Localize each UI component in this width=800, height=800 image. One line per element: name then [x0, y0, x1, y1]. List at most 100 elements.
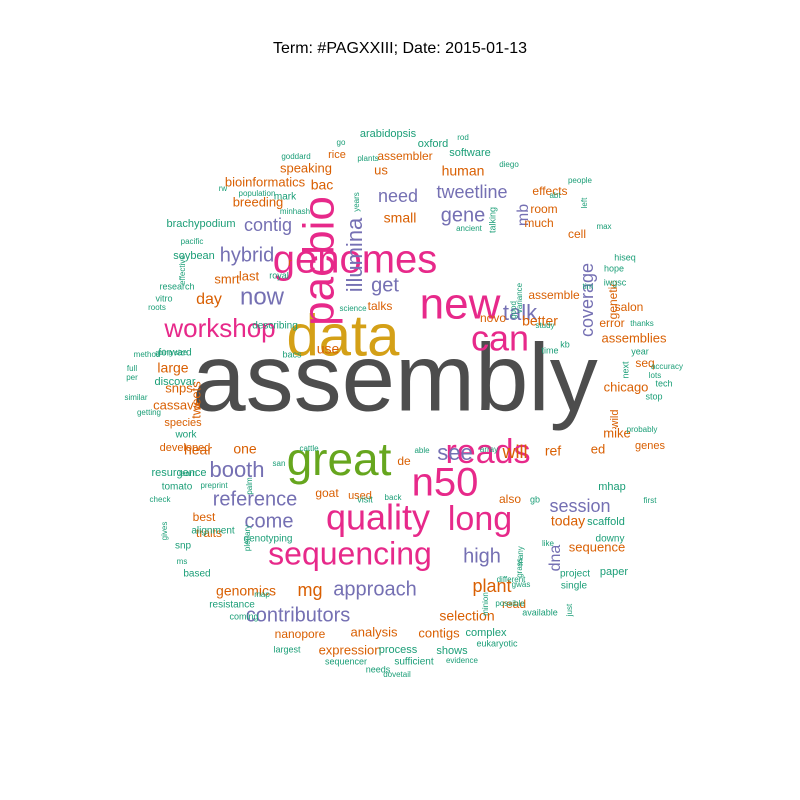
cloud-word: downy [596, 534, 625, 545]
cloud-word: largest [273, 644, 301, 654]
cloud-word: full [127, 364, 137, 373]
cloud-word: software [449, 147, 491, 159]
cloud-word: goddard [281, 152, 310, 161]
cloud-word: r [288, 257, 292, 269]
cloud-word: data [287, 303, 401, 368]
cloud-word: tim [583, 282, 594, 291]
cloud-word: sequence [569, 539, 625, 554]
cloud-word: hear [184, 442, 212, 458]
cloud-word: possible [495, 599, 525, 608]
cloud-word: effects [532, 184, 567, 198]
cloud-word: science [339, 304, 367, 313]
cloud-word: genomics [216, 583, 276, 599]
cloud-word: last [239, 268, 260, 283]
cloud-word: room [530, 202, 557, 216]
cloud-word: scaffold [587, 516, 625, 528]
cloud-word: arabidopsis [360, 128, 417, 140]
cloud-word: species [164, 417, 202, 429]
cloud-word: contig [244, 215, 292, 235]
cloud-word: genes [635, 440, 665, 452]
cloud-word: chicago [604, 379, 649, 394]
cloud-word: gives [160, 522, 169, 541]
cloud-word: wild [609, 410, 621, 430]
cloud-word: go [337, 138, 346, 147]
cloud-word: talking [487, 207, 497, 233]
cloud-word: single [561, 581, 588, 592]
cloud-word: soybean [173, 250, 215, 262]
cloud-word: assemble [528, 288, 580, 302]
cloud-word: learn [179, 469, 197, 478]
cloud-word: need [378, 186, 418, 206]
cloud-word: genotyping [244, 534, 293, 545]
cloud-word: ancient [456, 224, 483, 233]
cloud-word: discovar [155, 376, 196, 388]
cloud-word: mark [274, 192, 297, 203]
cloud-word: sufficient [394, 657, 434, 668]
cloud-word: eukaryotic [476, 638, 518, 648]
cloud-word: hybrid [220, 244, 274, 266]
cloud-word: kb [560, 339, 570, 349]
cloud-word: gene [441, 204, 486, 226]
cloud-word: rice [328, 149, 346, 161]
cloud-word: see [437, 440, 472, 465]
cloud-word: assembler [377, 149, 432, 163]
cloud-word: dna [547, 545, 564, 572]
cloud-word: hiseq [614, 252, 636, 262]
cloud-word: mike [603, 425, 630, 440]
cloud-word: year [631, 346, 649, 356]
cloud-word: visit [357, 494, 373, 504]
cloud-word: cassava [153, 397, 201, 412]
cloud-word: large [157, 360, 188, 376]
cloud-word: time [541, 345, 558, 355]
figure-title: Term: #PAGXXIII; Date: 2015-01-13 [272, 40, 528, 57]
cloud-word: lots [649, 371, 661, 380]
cloud-word: us [374, 162, 388, 177]
cloud-word: forward [158, 348, 191, 359]
cloud-word: available [522, 607, 558, 617]
cloud-word: cattle [299, 444, 319, 453]
cloud-word: many [516, 546, 525, 566]
cloud-word: mb [515, 204, 532, 226]
cloud-word: gwas [512, 580, 531, 589]
cloud-word: array [480, 445, 498, 454]
cloud-word: like [542, 539, 555, 548]
cloud-word: paper [600, 566, 628, 578]
cloud-word: will [502, 442, 528, 462]
cloud-word: describing [252, 321, 298, 332]
cloud-word: novo [480, 311, 506, 325]
cloud-word: selection [439, 608, 494, 624]
cloud-word: traits [196, 526, 222, 540]
cloud-word: probably [627, 425, 658, 434]
cloud-word: vitro [155, 293, 172, 303]
cloud-word: max [596, 222, 611, 231]
cloud-word: resistance [209, 600, 255, 611]
cloud-word: bac [311, 177, 334, 193]
cloud-word: developed [160, 442, 211, 454]
cloud-word: booth [209, 457, 264, 482]
cloud-word: n50 [412, 461, 479, 505]
cloud-word: cell [568, 227, 586, 241]
cloud-word: royal [269, 270, 289, 280]
cloud-word: better [522, 313, 558, 329]
cloud-word: thanks [630, 319, 654, 328]
cloud-word: preprint [200, 481, 228, 490]
cloud-word: just [565, 603, 574, 617]
cloud-word: based [183, 569, 210, 580]
cloud-word: different [497, 575, 527, 584]
cloud-word: de [397, 454, 411, 468]
cloud-word: sequencer [325, 656, 367, 666]
cloud-word: new [420, 280, 501, 329]
cloud-word: read [502, 597, 526, 611]
cloud-word: smrt [214, 271, 240, 286]
cloud-word: used [348, 490, 372, 502]
cloud-word: ms [177, 557, 188, 566]
cloud-word: evidence [446, 656, 479, 665]
cloud-word: roots [148, 303, 166, 312]
cloud-word: tech [655, 378, 672, 388]
cloud-word: snps [165, 380, 193, 395]
cloud-word: dovetail [383, 670, 411, 679]
cloud-word: plant [472, 576, 511, 596]
cloud-word: san [273, 459, 286, 468]
cloud-word: contributors [246, 604, 351, 626]
cloud-word: check [150, 495, 172, 504]
